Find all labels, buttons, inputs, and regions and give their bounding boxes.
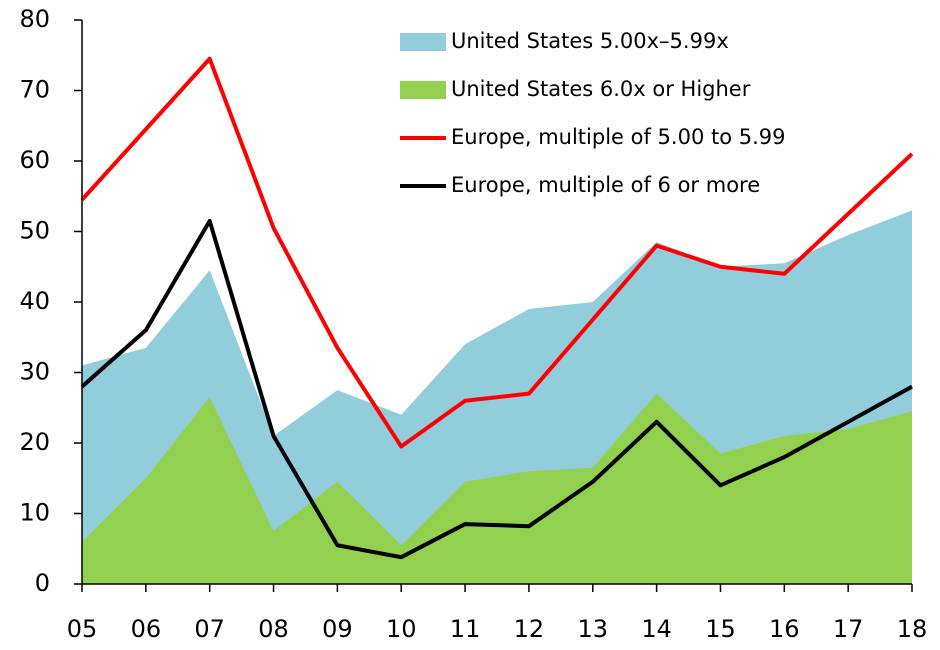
x-tick-label: 12 [514, 615, 545, 643]
x-tick-label: 07 [194, 615, 225, 643]
x-tick-label: 15 [705, 615, 736, 643]
legend-label: Europe, multiple of 6 or more [451, 173, 760, 197]
y-tick-label: 40 [19, 287, 50, 315]
line [80, 218, 913, 560]
legend-swatch [400, 81, 446, 99]
x-tick-label: 10 [386, 615, 417, 643]
y-tick-label: 60 [19, 146, 50, 174]
x-tick-label: 14 [641, 615, 672, 643]
line [80, 56, 914, 449]
y-tick-label: 0 [35, 569, 50, 597]
legend-label: United States 5.00x–5.99x [451, 29, 729, 53]
x-tick-label: 08 [258, 615, 289, 643]
x-tick-label: 16 [769, 615, 800, 643]
area [82, 393, 912, 584]
x-tick-label: 06 [131, 615, 162, 643]
x-tick-label: 09 [322, 615, 353, 643]
x-tick-label: 18 [897, 615, 928, 643]
x-tick-label: 05 [67, 615, 98, 643]
y-tick-label: 70 [19, 76, 50, 104]
y-tick-label: 30 [19, 358, 50, 386]
legend-label: United States 6.0x or Higher [451, 77, 751, 101]
x-tick-label: 17 [833, 615, 864, 643]
legend-swatch [400, 33, 446, 51]
x-tick-label: 11 [450, 615, 481, 643]
y-tick-label: 80 [19, 5, 50, 33]
x-tick-label: 13 [577, 615, 608, 643]
y-tick-label: 10 [19, 499, 50, 527]
y-tick-label: 20 [19, 428, 50, 456]
y-tick-label: 50 [19, 217, 50, 245]
legend-label: Europe, multiple of 5.00 to 5.99 [451, 125, 786, 149]
